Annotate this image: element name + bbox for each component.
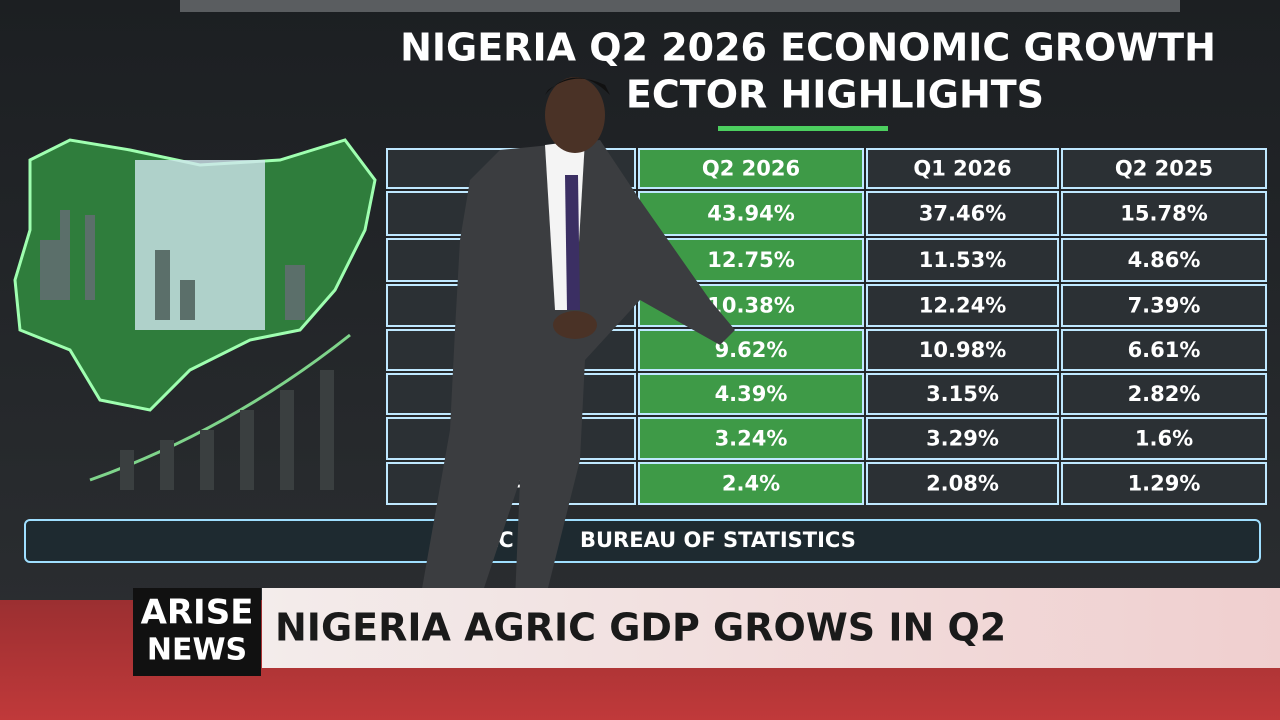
table-cell bbox=[866, 148, 1059, 189]
cell-text: Q1 2026 bbox=[913, 157, 1011, 181]
cell-text: 2.4% bbox=[722, 472, 780, 496]
table-cell bbox=[1061, 417, 1267, 460]
title-line: NIGERIA Q2 2026 ECONOMIC GROWTH bbox=[400, 26, 1216, 70]
table-cell bbox=[1061, 462, 1267, 505]
cell-text: 11.53% bbox=[919, 248, 1006, 272]
cell-text: 10.38% bbox=[707, 294, 794, 318]
title-underline bbox=[718, 126, 888, 131]
cell-text: 6.61% bbox=[1128, 338, 1201, 362]
cell-text: 37.46% bbox=[919, 202, 1006, 226]
cell-text: 15.78% bbox=[1120, 202, 1207, 226]
title-line: ECTOR HIGHLIGHTS bbox=[626, 73, 1044, 117]
cell-text: 2.82% bbox=[1128, 382, 1201, 406]
logo-text: ARISE bbox=[141, 593, 254, 633]
table-cell bbox=[866, 462, 1059, 505]
table-cell bbox=[1061, 284, 1267, 327]
table-cell bbox=[866, 284, 1059, 327]
table-cell bbox=[866, 191, 1059, 236]
cell-text: Q2 2025 bbox=[1115, 157, 1213, 181]
logo-box bbox=[133, 588, 261, 676]
table-cell bbox=[866, 373, 1059, 415]
cell-text: 7.39% bbox=[1128, 294, 1201, 318]
table-cell bbox=[638, 417, 864, 460]
cell-text: 9.62% bbox=[715, 338, 788, 362]
table-cell bbox=[1061, 191, 1267, 236]
headline-bar bbox=[262, 588, 1280, 668]
ceiling-truss bbox=[180, 0, 1180, 12]
table-cell bbox=[638, 329, 864, 371]
cell-text: 43.94% bbox=[707, 202, 794, 226]
table-cell bbox=[638, 191, 864, 236]
table-cell bbox=[866, 238, 1059, 282]
table-cell bbox=[1061, 238, 1267, 282]
cell-text: 12.24% bbox=[919, 294, 1006, 318]
table-cell bbox=[638, 148, 864, 189]
logo-text: NEWS bbox=[147, 633, 247, 668]
cell-text: 4.86% bbox=[1128, 248, 1201, 272]
cell-text: 2.08% bbox=[926, 472, 999, 496]
map-flag-stripe bbox=[135, 160, 265, 330]
cell-text: 3.15% bbox=[926, 382, 999, 406]
table-cell bbox=[638, 373, 864, 415]
cell-text: 3.29% bbox=[926, 427, 999, 451]
cell-text: 4.39% bbox=[715, 382, 788, 406]
cell-text: 10.98% bbox=[919, 338, 1006, 362]
source-text: BUREAU OF STATISTICS bbox=[580, 528, 856, 552]
cell-text: Q2 2026 bbox=[702, 157, 800, 181]
table-cell bbox=[866, 417, 1059, 460]
cell-text: 12.75% bbox=[707, 248, 794, 272]
table-cell bbox=[1061, 148, 1267, 189]
cell-text: 3.24% bbox=[715, 427, 788, 451]
table-cell bbox=[1061, 373, 1267, 415]
bg-bars bbox=[120, 370, 334, 490]
table-cell bbox=[1061, 329, 1267, 371]
headline: NIGERIA AGRIC GDP GROWS IN Q2 bbox=[275, 606, 1006, 650]
presenter bbox=[420, 77, 735, 600]
cell-text: 1.29% bbox=[1128, 472, 1201, 496]
cell-text: 1.6% bbox=[1135, 427, 1193, 451]
table-cell bbox=[866, 329, 1059, 371]
table-cell bbox=[638, 462, 864, 505]
map-skyline bbox=[40, 210, 305, 320]
source-bar bbox=[24, 519, 1261, 563]
